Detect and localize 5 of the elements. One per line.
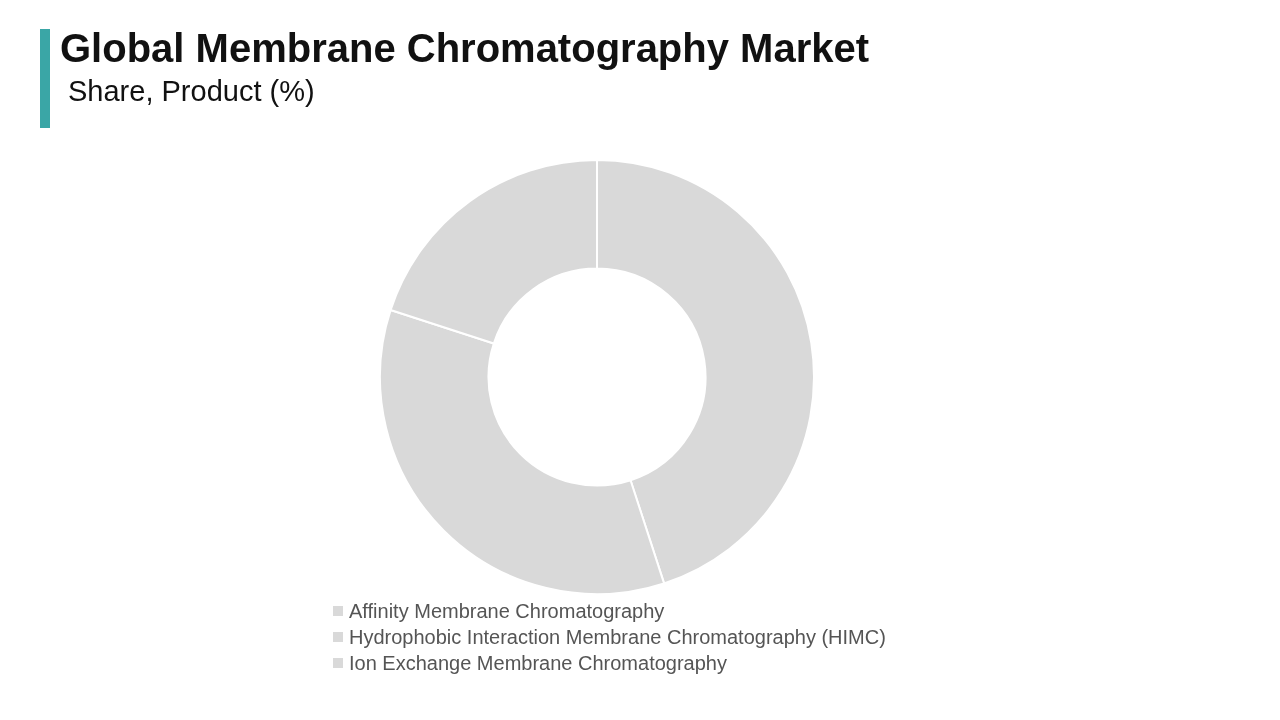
- chart-subtitle: Share, Product (%): [68, 75, 315, 108]
- legend-label: Hydrophobic Interaction Membrane Chromatography (HIMC): [349, 625, 886, 649]
- chart-title: Global Membrane Chromatography Market: [60, 26, 870, 71]
- legend-label: Ion Exchange Membrane Chromatography: [349, 651, 727, 675]
- legend-label: Affinity Membrane Chromatography: [349, 599, 665, 623]
